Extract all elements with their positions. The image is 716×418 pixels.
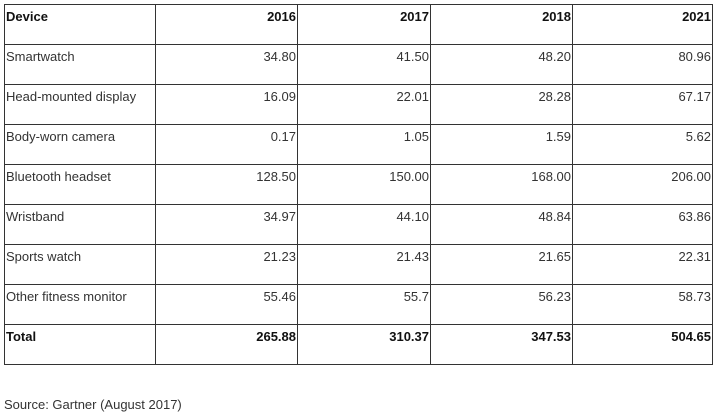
cell-value: 504.65: [572, 324, 713, 365]
cell-value: 2021: [572, 4, 713, 45]
cell-value: 150.00: [297, 164, 431, 205]
table-row: Body-worn camera 0.17 1.05 1.59 5.62: [4, 124, 713, 165]
cell-value: 310.37: [297, 324, 431, 365]
cell-value: 34.80: [155, 44, 298, 85]
cell-value: 56.23: [430, 284, 573, 325]
cell-value: 265.88: [155, 324, 298, 365]
cell-value: 347.53: [430, 324, 573, 365]
cell-value: 48.20: [430, 44, 573, 85]
cell-value: 21.43: [297, 244, 431, 285]
cell-value: 1.59: [430, 124, 573, 165]
cell-value: 206.00: [572, 164, 713, 205]
table-body: Device 2016 2017 2018 2021 Smartwatch 34.80 41.…: [4, 4, 713, 365]
cell-value: 128.50: [155, 164, 298, 205]
cell-value: 22.31: [572, 244, 713, 285]
cell-value: 34.97: [155, 204, 298, 245]
table-row: Total 265.88 310.37 347.53 504.65: [4, 324, 713, 365]
table-row: Smartwatch 34.80 41.50 48.20 80.96: [4, 44, 713, 85]
cell-value: 44.10: [297, 204, 431, 245]
table-row: Bluetooth headset 128.50 150.00 168.00 206.0…: [4, 164, 713, 205]
cell-value: 58.73: [572, 284, 713, 325]
cell-value: 48.84: [430, 204, 573, 245]
cell-value: 67.17: [572, 84, 713, 125]
cell-value: 2018: [430, 4, 573, 45]
row-label: Total: [4, 324, 156, 365]
cell-value: 168.00: [430, 164, 573, 205]
cell-value: 80.96: [572, 44, 713, 85]
table-row: Sports watch 21.23 21.43 21.65 22.31: [4, 244, 713, 285]
cell-value: 21.23: [155, 244, 298, 285]
cell-value: 28.28: [430, 84, 573, 125]
cell-value: 22.01: [297, 84, 431, 125]
cell-value: 2016: [155, 4, 298, 45]
table-row: Head-mounted display 16.09 22.01 28.28 67.17: [4, 84, 713, 125]
cell-value: 63.86: [572, 204, 713, 245]
row-label: Other fitness monitor: [4, 284, 156, 325]
row-label: Head-mounted display: [4, 84, 156, 125]
row-label: Device: [4, 4, 156, 45]
row-label: Bluetooth headset: [4, 164, 156, 205]
cell-value: 55.7: [297, 284, 431, 325]
row-label: Sports watch: [4, 244, 156, 285]
cell-value: 1.05: [297, 124, 431, 165]
cell-value: 55.46: [155, 284, 298, 325]
cell-value: 0.17: [155, 124, 298, 165]
source-note: Source: Gartner (August 2017): [4, 397, 182, 412]
row-label: Smartwatch: [4, 44, 156, 85]
data-table: Device 2016 2017 2018 2021 Smartwatch 34.80 41.…: [4, 4, 713, 365]
cell-value: 21.65: [430, 244, 573, 285]
cell-value: 2017: [297, 4, 431, 45]
row-label: Wristband: [4, 204, 156, 245]
table-row: Wristband 34.97 44.10 48.84 63.86: [4, 204, 713, 245]
row-label: Body-worn camera: [4, 124, 156, 165]
cell-value: 41.50: [297, 44, 431, 85]
table-row: Device 2016 2017 2018 2021: [4, 4, 713, 45]
table-row: Other fitness monitor 55.46 55.7 56.23 58.73: [4, 284, 713, 325]
cell-value: 16.09: [155, 84, 298, 125]
cell-value: 5.62: [572, 124, 713, 165]
